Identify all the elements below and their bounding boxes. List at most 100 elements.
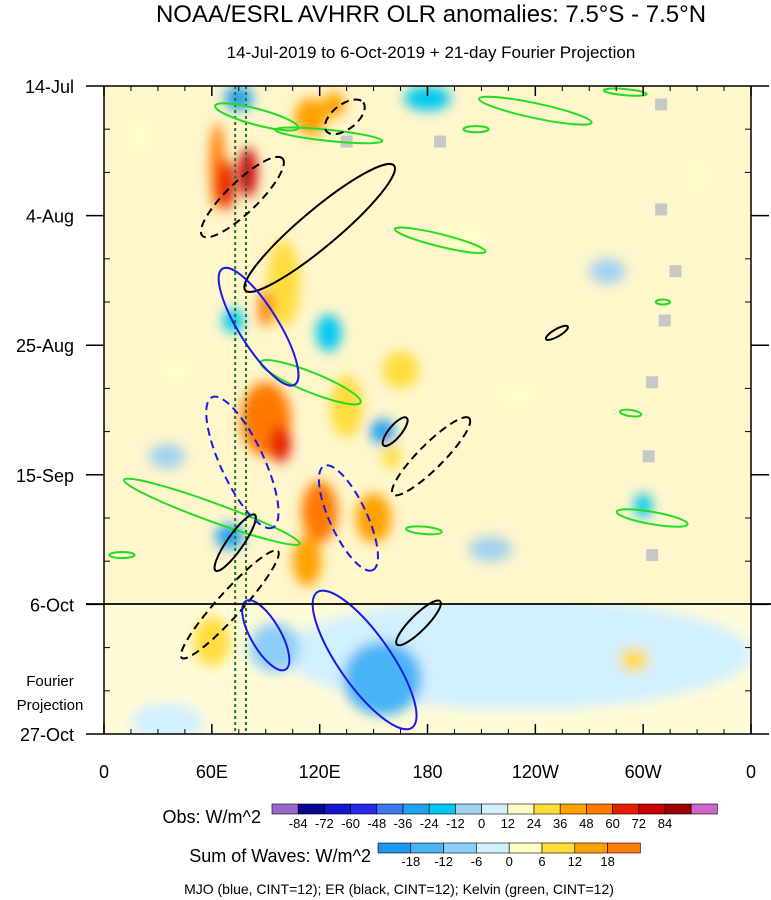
obs-anomaly-blob xyxy=(148,443,185,469)
y-tick-label: 27-Oct xyxy=(20,725,74,745)
mjo-positive-contour xyxy=(241,599,291,672)
obs-anomaly-blob xyxy=(292,536,322,586)
kelvin-positive-contour xyxy=(393,226,487,255)
colorbar-swatch xyxy=(443,842,477,854)
obs-anomaly-blob xyxy=(294,98,327,136)
colorbar-level-label: 60 xyxy=(605,816,619,831)
colorbar-swatch xyxy=(455,803,482,815)
projection-anomaly-blob xyxy=(343,641,423,716)
er-positive-contour xyxy=(395,599,442,647)
kelvin-positive-contour xyxy=(122,477,301,546)
obs-anomaly-blob xyxy=(269,425,291,463)
kelvin-positive-contour xyxy=(404,525,443,536)
colorbar-level-label: 48 xyxy=(579,816,593,831)
x-tick-label: 60E xyxy=(196,762,228,782)
colorbar-swatch xyxy=(508,842,543,854)
colorbar-swatch xyxy=(612,803,640,815)
mjo-negative-contour xyxy=(317,464,379,572)
projection-anomaly-blob xyxy=(249,622,300,673)
projection-label-line2: Projection xyxy=(17,697,84,714)
obs-anomaly-blob xyxy=(258,289,273,327)
obs-anomaly-blob xyxy=(316,314,342,352)
colorbar-swatch xyxy=(481,803,509,815)
colorbar-level-label: -60 xyxy=(341,816,360,831)
er-positive-contour xyxy=(243,162,396,293)
obs-anomaly-blob xyxy=(495,382,539,407)
projection-anomaly-blob xyxy=(130,703,203,734)
y-tick-label: 4-Aug xyxy=(26,207,74,227)
colorbar-swatch xyxy=(271,803,299,815)
er-negative-contour xyxy=(390,416,472,497)
x-tick-label: 120E xyxy=(299,762,341,782)
colorbar-level-label: -84 xyxy=(289,816,308,831)
obs-anomaly-blob xyxy=(330,376,363,438)
kelvin-positive-contour xyxy=(618,408,643,418)
colorbar-swatch xyxy=(428,803,456,815)
y-tick-label: 25-Aug xyxy=(16,336,74,356)
colorbar-swatch xyxy=(402,803,430,815)
missing-data-cell xyxy=(655,98,668,111)
er-positive-contour xyxy=(213,513,257,573)
y-tick-label: 15-Sep xyxy=(16,466,74,486)
x-tick-label: 120W xyxy=(512,762,559,782)
colorbar-level-label: 0 xyxy=(506,854,513,869)
colorbar-level-label: 72 xyxy=(632,816,646,831)
wave-legend: MJO (blue, CINT=12); ER (black, CINT=12)… xyxy=(184,881,614,897)
missing-data-cell xyxy=(642,450,655,463)
obs-colorbar-label: Obs: W/m^2 xyxy=(163,807,261,827)
er-negative-contour xyxy=(199,155,285,239)
colorbar-swatch xyxy=(350,803,378,815)
obs-anomaly-blob xyxy=(686,160,708,198)
colorbar-level-label: -24 xyxy=(420,816,439,831)
obs-anomaly-blob xyxy=(468,536,512,562)
missing-data-cells xyxy=(340,98,682,562)
missing-data-cell xyxy=(646,549,659,562)
obs-anomaly-blob xyxy=(267,240,300,327)
obs-anomaly-blob xyxy=(382,351,419,389)
colorbar-swatch xyxy=(533,803,561,815)
obs-anomaly-blob xyxy=(404,86,451,111)
colorbar-swatch xyxy=(507,803,535,815)
obs-anomaly-blob xyxy=(217,160,236,210)
er-positive-contour xyxy=(544,324,569,341)
colorbar-level-label: 6 xyxy=(538,854,545,869)
obs-anomaly-blob xyxy=(355,493,392,543)
obs-anomaly-blob xyxy=(157,357,194,383)
colorbar-level-label: 18 xyxy=(600,854,614,869)
missing-data-cell xyxy=(655,203,668,216)
kelvin-positive-contour xyxy=(462,125,490,134)
colorbar-swatch xyxy=(664,803,692,815)
obs-anomaly-blob xyxy=(323,92,345,117)
colorbar-swatch xyxy=(607,842,641,854)
colorbar-level-label: 12 xyxy=(501,816,515,831)
obs-anomaly-blob xyxy=(382,443,401,469)
kelvin-positive-contour xyxy=(654,298,672,306)
mjo-positive-contour xyxy=(217,266,300,387)
projection-anomaly-blob xyxy=(619,647,649,673)
missing-data-cell xyxy=(669,265,682,278)
waves-colorbar: -18 -12 -6 0 6 12 18 xyxy=(377,842,641,869)
colorbar-level-label: 24 xyxy=(527,816,541,831)
y-tick-label: 6-Oct xyxy=(30,595,74,615)
colorbar-swatch xyxy=(559,803,587,815)
colorbar-level-label: -48 xyxy=(367,816,386,831)
colorbar-level-label: 0 xyxy=(478,816,485,831)
colorbar-level-label: 84 xyxy=(658,816,672,831)
colorbar-level-label: 12 xyxy=(568,854,582,869)
kelvin-positive-contour xyxy=(274,126,384,145)
er-negative-contour xyxy=(179,549,280,660)
colorbar-swatch xyxy=(586,803,613,815)
colorbar-swatch xyxy=(377,842,412,854)
kelvin-positive-contour xyxy=(478,95,593,126)
kelvin-positive-contour xyxy=(615,508,689,528)
chart-title: NOAA/ESRL AVHRR OLR anomalies: 7.5°S - 7… xyxy=(156,1,706,28)
mjo-negative-contour xyxy=(205,395,280,530)
colorbar-swatch xyxy=(541,842,576,854)
colorbar-swatch xyxy=(574,842,608,854)
colorbar-level-label: -6 xyxy=(471,854,483,869)
colorbar-level-label: -18 xyxy=(401,854,420,869)
x-tick-label: 0 xyxy=(746,762,756,782)
colorbar-swatch xyxy=(690,803,718,815)
x-tick-label: 0 xyxy=(99,762,109,782)
